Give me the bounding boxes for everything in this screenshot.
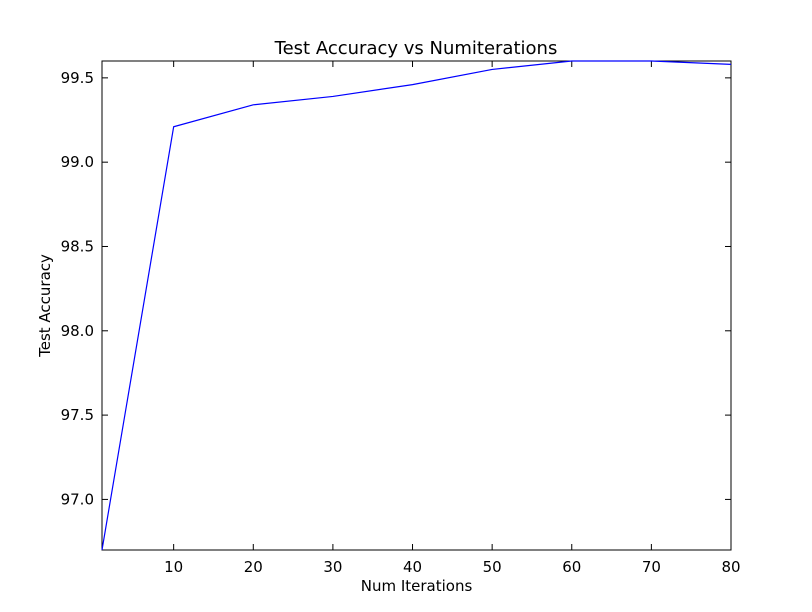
chart-title: Test Accuracy vs Numiterations [274, 38, 558, 59]
y-tick-label: 97.5 [61, 406, 94, 424]
y-axis-ticks: 97.0 97.5 98.0 98.5 99.0 99.5 [61, 69, 731, 508]
x-tick-label: 40 [403, 558, 422, 576]
x-tick-label: 80 [721, 558, 740, 576]
y-axis-label: Test Accuracy [36, 254, 54, 358]
series-layer [101, 60, 732, 551]
series-line [101, 60, 732, 551]
x-tick-label: 20 [244, 558, 263, 576]
y-tick-label: 98.0 [61, 322, 94, 340]
x-tick-label: 70 [642, 558, 661, 576]
x-axis-label: Num Iterations [361, 577, 473, 595]
plot-area: 10 20 30 40 50 60 70 80 97.0 97.5 98.0 98.5 99.0 99.… [61, 60, 741, 576]
x-tick-label: 30 [323, 558, 342, 576]
y-tick-label: 97.0 [61, 490, 94, 508]
y-tick-label: 99.0 [61, 153, 94, 171]
y-tick-label: 98.5 [61, 237, 94, 255]
y-tick-label: 99.5 [61, 69, 94, 87]
x-tick-label: 50 [483, 558, 502, 576]
x-tick-label: 10 [164, 558, 183, 576]
plot-frame [101, 60, 732, 551]
x-tick-label: 60 [562, 558, 581, 576]
x-axis-ticks: 10 20 30 40 50 60 70 80 [164, 61, 741, 576]
